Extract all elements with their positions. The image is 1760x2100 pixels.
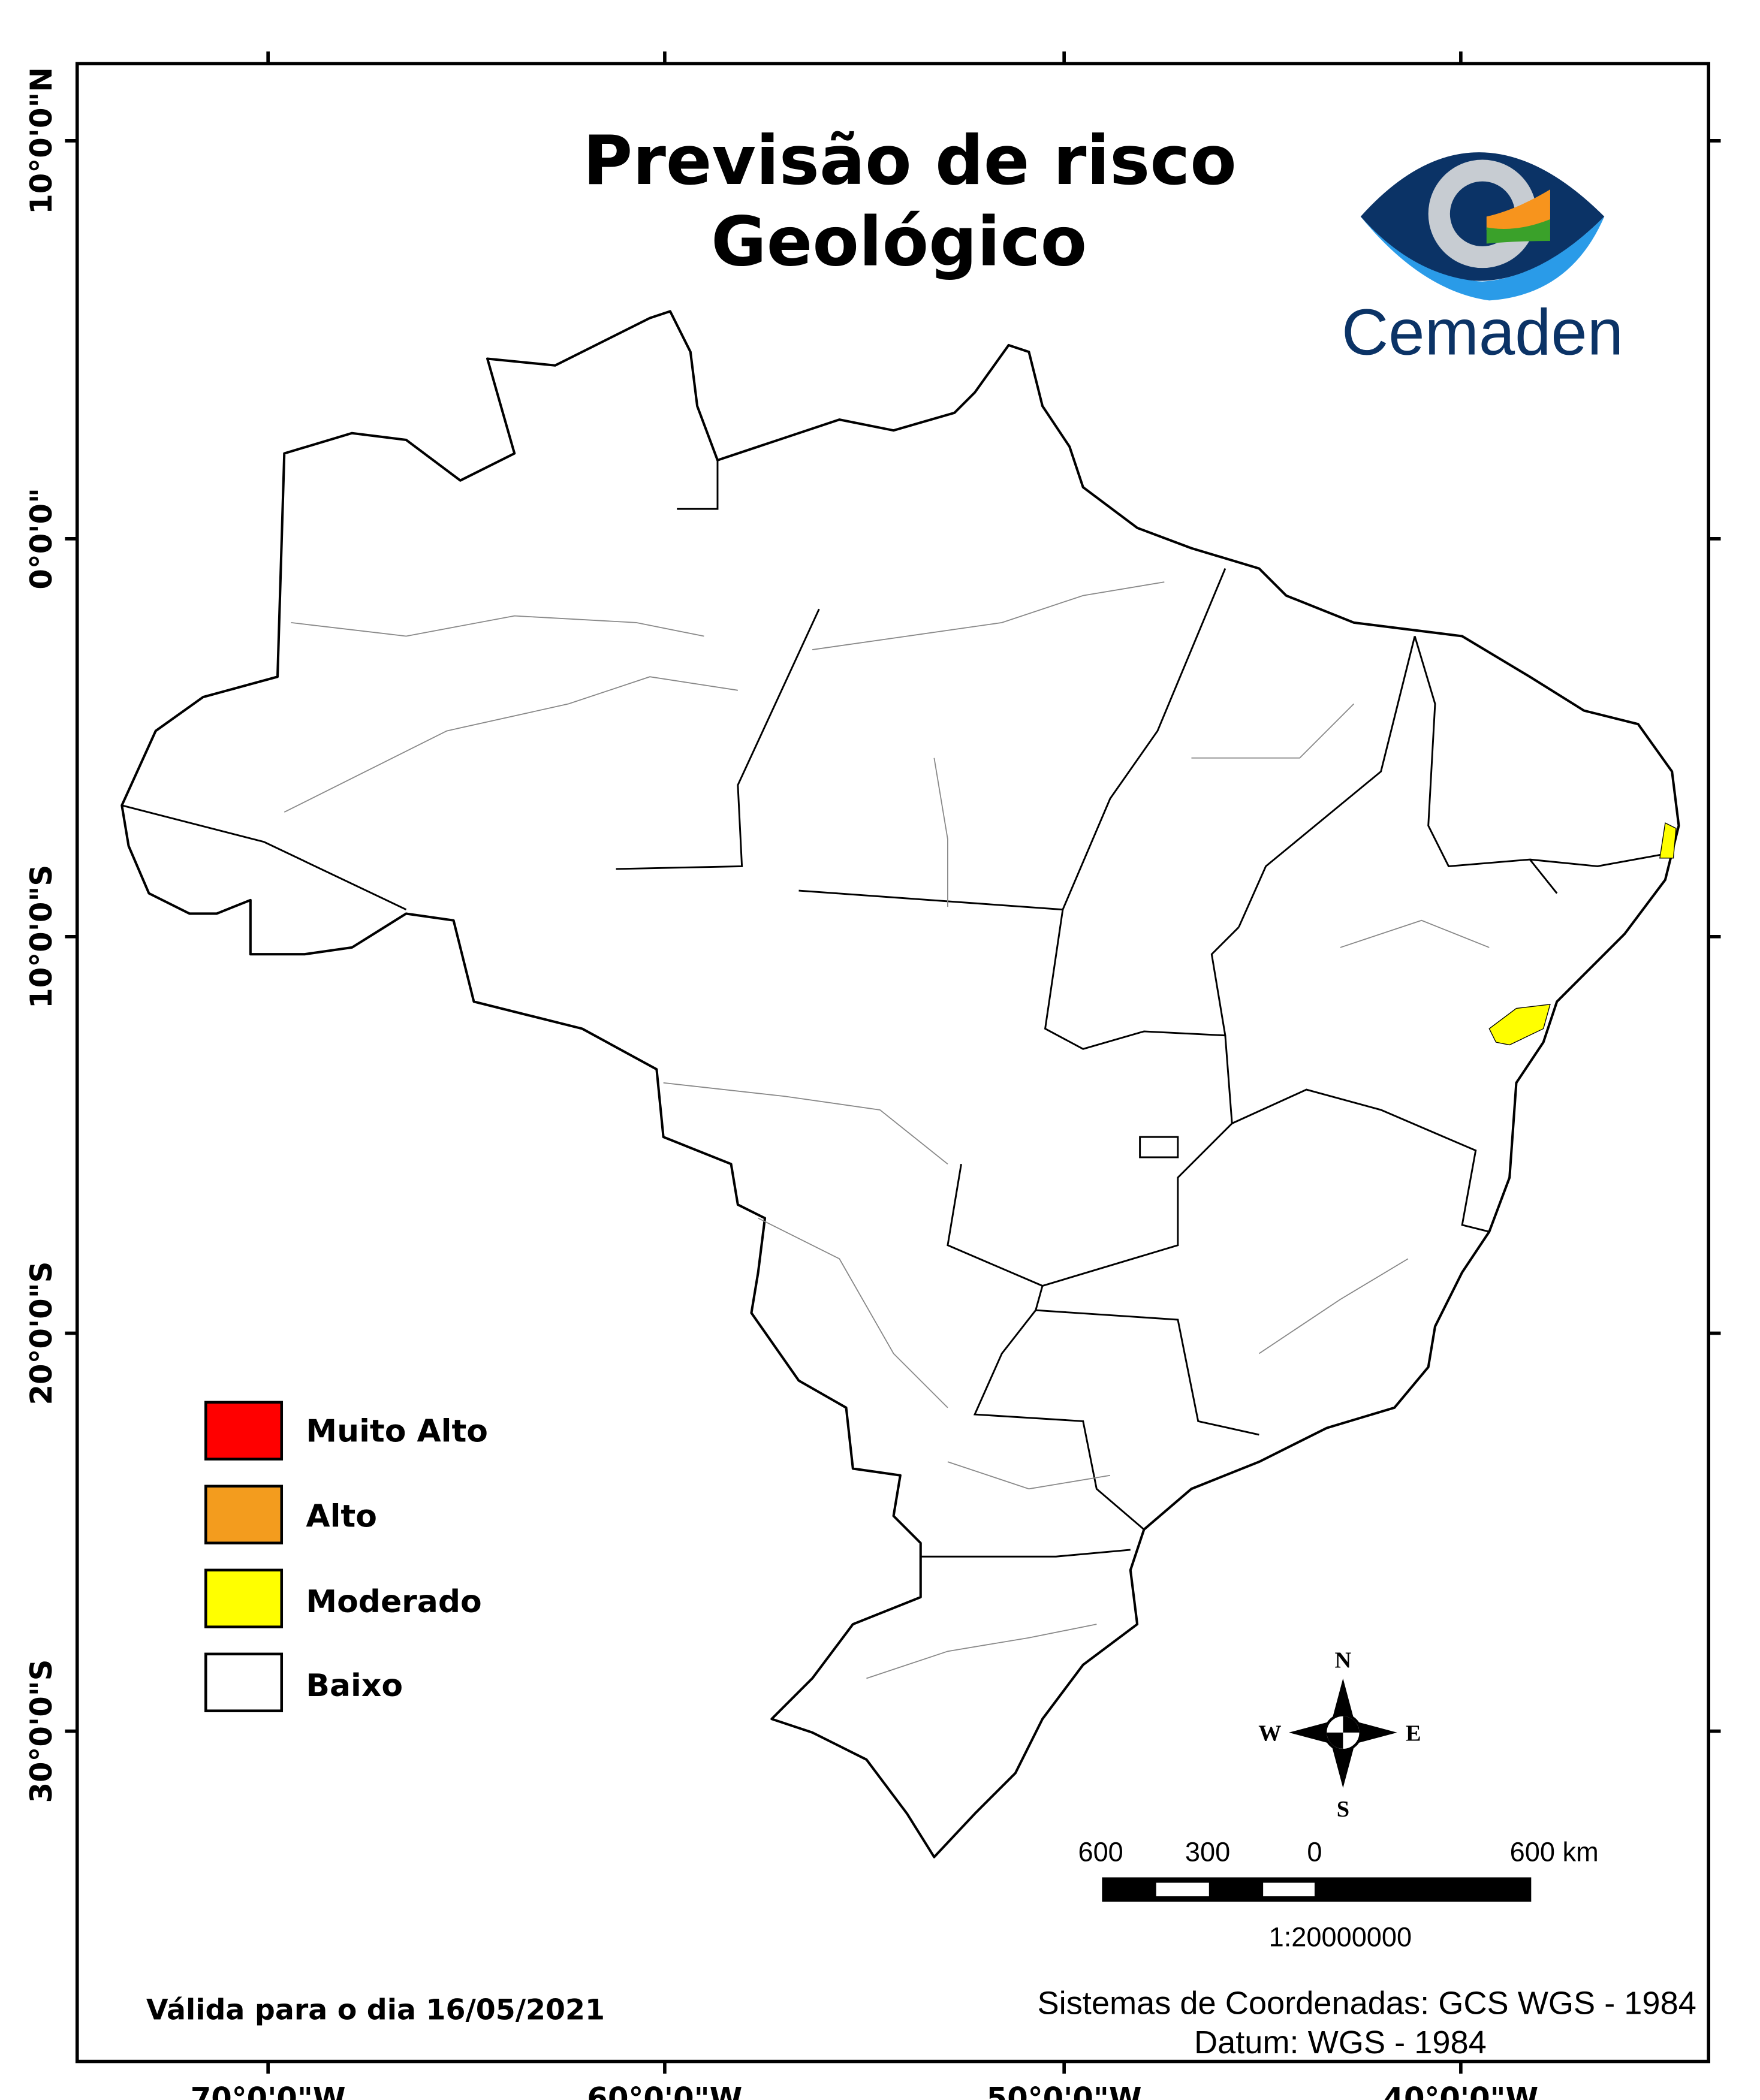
scale-ratio: 1:20000000 [1269,1922,1412,1953]
legend-swatch-baixo [204,1652,284,1712]
municipal-borders [284,581,1490,1679]
cemaden-logo: Cemaden [1342,152,1623,369]
compass-e: E [1406,1721,1421,1746]
lon-label: 50°0'0"W [987,2081,1142,2100]
coordinate-system: Sistemas de Coordenadas: GCS WGS - 1984 [1038,1986,1696,2021]
scale-label: 0 [1307,1836,1322,1867]
scale-label: 600 km [1510,1836,1599,1867]
validity-date: Válida para o dia 16/05/2021 [146,1994,605,2027]
lon-label: 40°0'0"W [1383,2081,1538,2100]
legend-label: Muito Alto [306,1413,488,1449]
compass-n: N [1335,1648,1352,1673]
legend-label: Moderado [306,1584,481,1620]
scale-bar: 600 300 0 600 km 1:20000000 [1078,1836,1598,1952]
risk-area-moderado [1659,822,1677,859]
lat-label: 30°0'0"S [24,1660,59,1803]
lon-label: 70°0'0"W [191,2081,346,2100]
lon-label: 60°0'0"W [587,2081,742,2100]
map-title-line1: Previsão de risco [583,121,1236,200]
legend-swatch-moderado [204,1568,284,1628]
scale-label: 600 [1078,1836,1123,1867]
compass-s: S [1337,1797,1349,1822]
legend-label: Alto [306,1499,377,1535]
legend: Muito Alto Alto Moderado Baixo [204,1401,488,1712]
lat-label: 10°0'0"S [24,865,59,1009]
brazil-map [120,310,1680,1858]
lat-label: 0°0'0" [24,488,59,590]
lat-label: 10°0'0"N [24,67,59,215]
north-arrow-icon: N S W E [1258,1648,1421,1821]
legend-swatch-muito-alto [204,1401,284,1461]
compass-w: W [1258,1721,1281,1746]
svg-text:Cemaden: Cemaden [1342,296,1623,369]
lat-label: 20°0'0"S [24,1262,59,1405]
datum: Datum: WGS - 1984 [1194,2024,1487,2060]
map-title-line2: Geológico [711,203,1087,282]
state-borders [121,460,1672,1558]
axis-ticks [65,51,1721,2074]
legend-swatch-alto [204,1485,284,1544]
legend-label: Baixo [306,1668,403,1704]
risk-area-moderado [1488,1003,1551,1046]
scale-label: 300 [1185,1836,1230,1867]
